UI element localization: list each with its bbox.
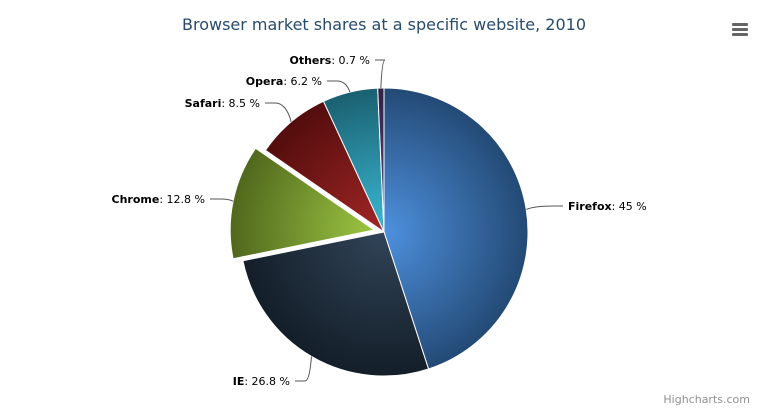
label-connector — [210, 198, 234, 202]
data-label-ie: IE: 26.8 % — [233, 375, 290, 388]
chart-title: Browser market shares at a specific webs… — [182, 15, 586, 34]
data-label-safari: Safari: 8.5 % — [185, 97, 260, 110]
label-connector — [327, 80, 351, 93]
data-label-others: Others: 0.7 % — [289, 54, 370, 67]
data-label-firefox: Firefox: 45 % — [568, 200, 647, 213]
label-connector — [295, 356, 312, 382]
label-connector — [265, 102, 292, 123]
pie-slice-ie[interactable] — [242, 231, 430, 377]
label-connector — [526, 205, 563, 210]
context-menu-button[interactable] — [728, 18, 752, 40]
data-label-opera: Opera: 6.2 % — [246, 75, 322, 88]
pie-slice-others[interactable] — [377, 87, 385, 233]
data-label-chrome: Chrome: 12.8 % — [112, 193, 205, 206]
pie-slice-firefox[interactable] — [383, 87, 529, 370]
credits-link[interactable]: Highcharts.com — [663, 393, 750, 406]
hamburger-menu-icon — [732, 23, 748, 36]
label-connector — [375, 59, 386, 89]
